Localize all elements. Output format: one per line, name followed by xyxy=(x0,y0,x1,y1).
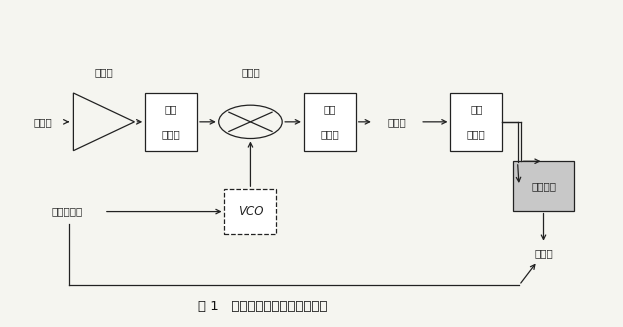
Text: 图 1   打频式频谱分析仪简化框图: 图 1 打频式频谱分析仪简化框图 xyxy=(198,300,328,313)
Text: 滤波器: 滤波器 xyxy=(162,130,181,140)
Text: 中频: 中频 xyxy=(323,104,336,114)
FancyBboxPatch shape xyxy=(224,189,277,234)
Text: 放大器: 放大器 xyxy=(95,67,113,77)
Text: 斜波发生器: 斜波发生器 xyxy=(52,207,83,216)
Text: 显示器: 显示器 xyxy=(534,248,553,258)
Text: 模数变换: 模数变换 xyxy=(531,181,556,191)
Text: 衰减器: 衰减器 xyxy=(34,117,52,127)
Text: 视频: 视频 xyxy=(470,104,483,114)
FancyBboxPatch shape xyxy=(450,93,502,151)
Text: 混频器: 混频器 xyxy=(241,67,260,77)
FancyBboxPatch shape xyxy=(304,93,356,151)
Text: 滤波器: 滤波器 xyxy=(467,130,486,140)
Text: 检波器: 检波器 xyxy=(388,117,406,127)
Text: 滤波器: 滤波器 xyxy=(320,130,339,140)
Text: VCO: VCO xyxy=(238,205,263,218)
FancyBboxPatch shape xyxy=(145,93,197,151)
Text: 低通: 低通 xyxy=(165,104,178,114)
FancyBboxPatch shape xyxy=(513,161,574,211)
